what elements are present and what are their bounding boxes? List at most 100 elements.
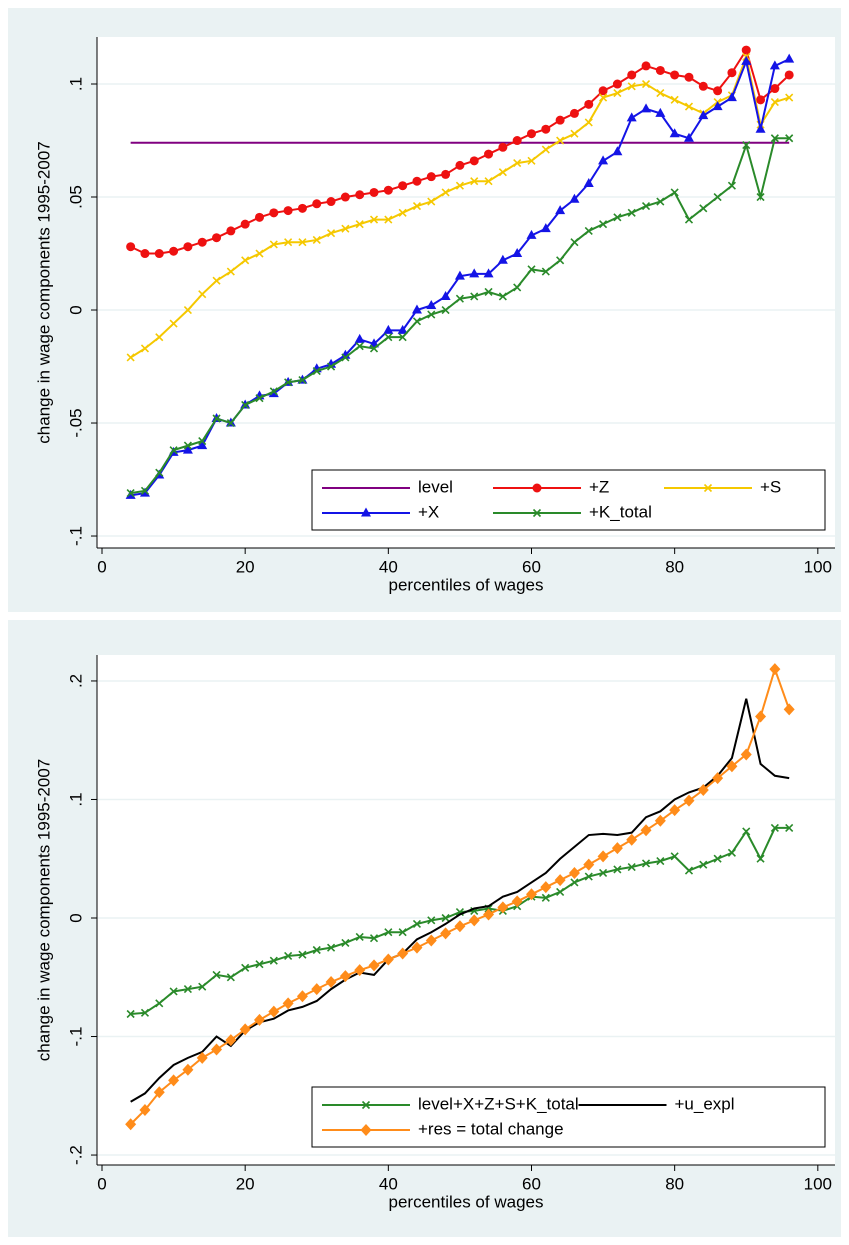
y-axis-label: change in wage components 1995-2007 bbox=[34, 759, 53, 1061]
marker bbox=[555, 115, 565, 125]
marker bbox=[612, 146, 623, 156]
marker bbox=[268, 1005, 280, 1018]
marker bbox=[469, 156, 479, 166]
marker bbox=[541, 893, 550, 902]
marker bbox=[654, 814, 666, 827]
x-tick-label: 0 bbox=[97, 1174, 106, 1193]
marker bbox=[726, 760, 738, 773]
marker bbox=[627, 862, 636, 872]
x-tick-label: 20 bbox=[236, 1174, 255, 1193]
marker bbox=[254, 212, 264, 222]
marker bbox=[425, 934, 437, 947]
marker bbox=[583, 858, 595, 871]
marker bbox=[784, 53, 795, 63]
marker bbox=[741, 45, 751, 55]
marker bbox=[225, 1034, 237, 1047]
marker bbox=[212, 276, 221, 285]
y-axis-label: change in wage components 1995-2007 bbox=[34, 141, 53, 443]
marker bbox=[411, 941, 423, 954]
marker bbox=[599, 220, 608, 229]
marker bbox=[412, 919, 422, 928]
marker bbox=[525, 888, 537, 901]
y-tick-label: 0 bbox=[66, 913, 85, 922]
marker bbox=[455, 294, 464, 303]
marker bbox=[526, 129, 536, 139]
y-tick-label: -.1 bbox=[66, 526, 85, 546]
marker bbox=[369, 344, 379, 353]
marker bbox=[384, 215, 393, 224]
marker bbox=[397, 324, 408, 334]
marker bbox=[327, 362, 336, 371]
marker bbox=[183, 985, 192, 994]
marker bbox=[226, 973, 235, 982]
marker bbox=[584, 226, 593, 235]
marker bbox=[470, 292, 479, 301]
marker bbox=[469, 268, 480, 278]
marker bbox=[712, 772, 724, 785]
marker bbox=[497, 901, 509, 914]
y-tick-label: -.05 bbox=[66, 408, 85, 437]
marker bbox=[756, 95, 766, 105]
marker bbox=[626, 833, 638, 846]
marker bbox=[498, 142, 508, 152]
marker bbox=[383, 324, 394, 334]
marker bbox=[627, 82, 636, 91]
marker bbox=[741, 55, 752, 65]
legend-label: +X bbox=[418, 502, 439, 521]
marker bbox=[670, 70, 680, 80]
x-tick-label: 0 bbox=[97, 557, 106, 576]
marker bbox=[599, 868, 608, 878]
marker bbox=[627, 208, 636, 217]
marker bbox=[125, 1118, 137, 1131]
marker bbox=[613, 213, 622, 222]
marker bbox=[656, 197, 665, 206]
marker bbox=[312, 366, 321, 376]
marker bbox=[570, 129, 579, 138]
marker bbox=[341, 353, 350, 362]
marker bbox=[683, 794, 695, 807]
x-axis-label: percentiles of wages bbox=[389, 575, 544, 594]
y-tick-label: .1 bbox=[66, 77, 85, 91]
marker bbox=[168, 1074, 180, 1087]
marker bbox=[655, 107, 666, 117]
series-line bbox=[130, 698, 790, 1103]
marker bbox=[556, 136, 565, 145]
x-axis-label: percentiles of wages bbox=[389, 1192, 544, 1211]
marker bbox=[361, 507, 371, 517]
legend-label: +res = total change bbox=[418, 1119, 564, 1138]
marker bbox=[241, 400, 250, 410]
legend-label: level+X+Z+S+K_total bbox=[418, 1094, 579, 1113]
marker bbox=[783, 703, 795, 716]
marker bbox=[296, 990, 308, 1003]
marker bbox=[269, 387, 278, 396]
marker bbox=[540, 223, 551, 233]
marker bbox=[269, 208, 279, 218]
marker bbox=[155, 333, 164, 342]
marker bbox=[712, 101, 723, 111]
plot-area bbox=[97, 655, 835, 1165]
marker bbox=[212, 233, 222, 243]
marker bbox=[568, 866, 580, 879]
marker bbox=[584, 118, 593, 127]
marker bbox=[412, 176, 422, 186]
marker bbox=[269, 956, 278, 965]
marker bbox=[183, 242, 193, 252]
marker bbox=[656, 857, 665, 866]
marker bbox=[369, 934, 379, 943]
marker bbox=[226, 418, 235, 428]
marker bbox=[298, 950, 307, 959]
marker bbox=[698, 110, 709, 120]
marker bbox=[498, 168, 507, 177]
y-tick-label: .05 bbox=[66, 185, 85, 209]
x-tick-label: 40 bbox=[379, 557, 398, 576]
marker bbox=[570, 238, 579, 247]
marker bbox=[727, 848, 736, 857]
marker bbox=[598, 155, 609, 165]
marker bbox=[284, 238, 293, 247]
marker bbox=[327, 943, 336, 952]
marker bbox=[641, 61, 651, 71]
marker bbox=[698, 81, 708, 91]
marker bbox=[340, 192, 350, 202]
marker bbox=[284, 951, 293, 960]
